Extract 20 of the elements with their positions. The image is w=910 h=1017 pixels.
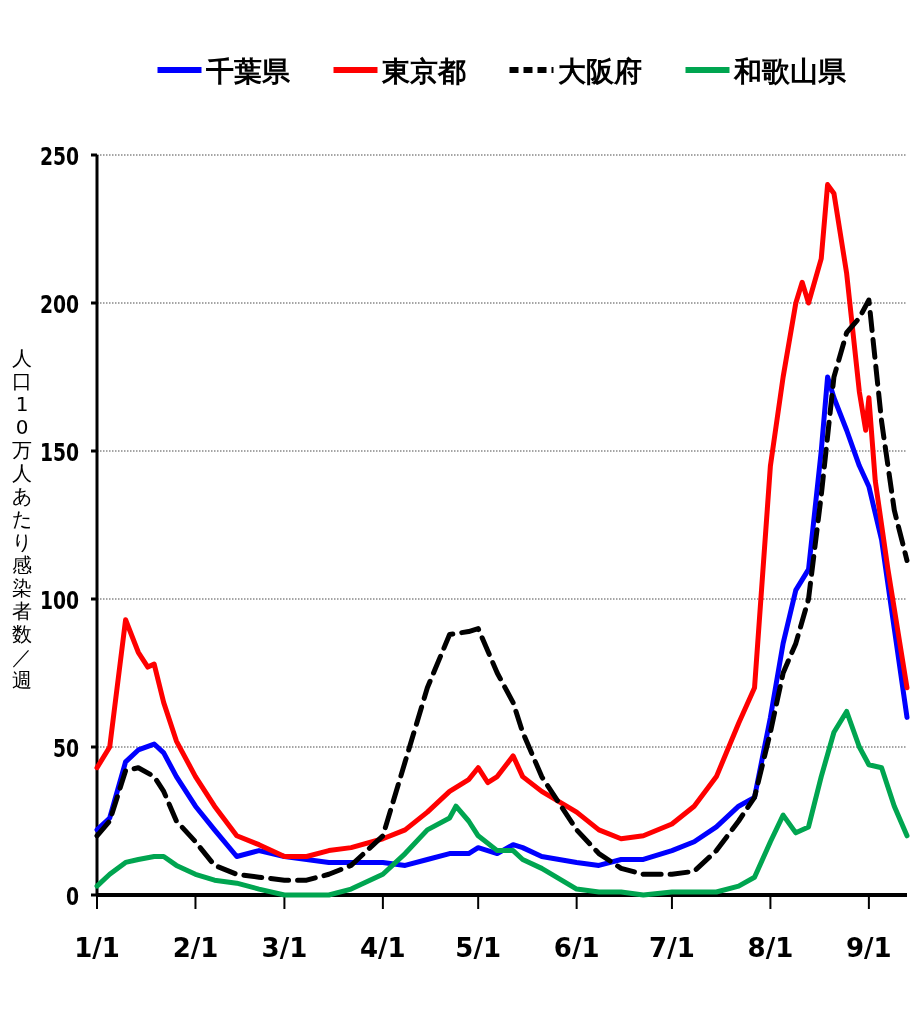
legend-label: 千葉県	[204, 55, 291, 88]
x-tick-label: 3/1	[261, 933, 308, 963]
x-tick-label: 8/1	[747, 933, 794, 963]
y-tick-label: 250	[39, 141, 79, 171]
x-tick-label: 4/1	[360, 933, 406, 963]
x-tick-label: 7/1	[649, 933, 695, 963]
legend-label: 東京都	[380, 55, 466, 88]
y-tick-label: 200	[39, 289, 79, 319]
legend-label: 和歌山県	[732, 55, 847, 88]
x-tick-label: 5/1	[455, 933, 502, 963]
text: 人口10万人あたり感染者数／週	[12, 345, 32, 692]
y-tick-label: 0	[65, 881, 79, 911]
x-tick-label: 6/1	[553, 933, 600, 963]
legend-label: 大阪府	[557, 55, 642, 88]
y-tick-label: 50	[52, 733, 79, 763]
y-tick-label: 150	[39, 437, 79, 467]
x-tick-label: 2/1	[172, 933, 219, 963]
x-tick-label: 9/1	[846, 933, 892, 963]
x-tick-label: 1/1	[74, 933, 120, 963]
y-tick-label: 100	[39, 585, 79, 615]
